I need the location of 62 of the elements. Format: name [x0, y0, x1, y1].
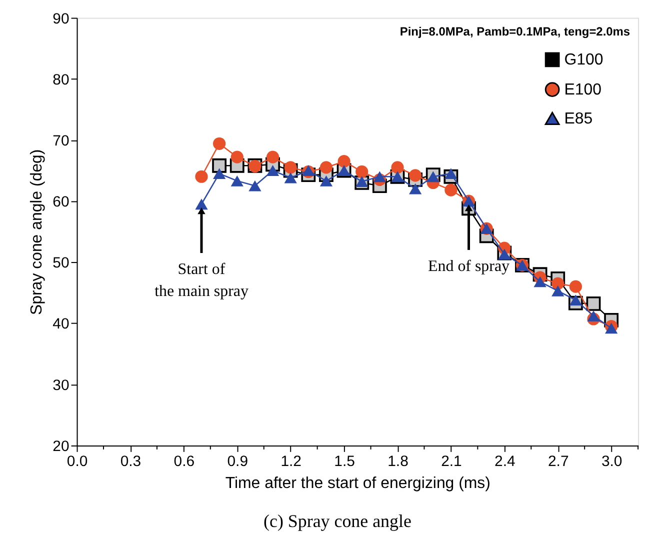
y-tick-label: 50 — [52, 254, 70, 272]
point — [426, 171, 440, 182]
point — [195, 170, 208, 183]
point — [356, 176, 368, 187]
point — [212, 158, 227, 173]
point — [587, 310, 600, 322]
point — [409, 169, 422, 182]
point — [391, 161, 404, 174]
legend-label: E100 — [564, 82, 602, 99]
point — [230, 175, 244, 186]
point — [586, 296, 601, 311]
point — [569, 294, 582, 306]
point — [213, 168, 226, 180]
point — [373, 171, 386, 182]
x-tick-label: 3.0 — [601, 452, 622, 470]
y-axis-title: Spray cone angle (deg) — [28, 149, 46, 315]
y-tick-label: 30 — [52, 376, 70, 394]
point — [338, 155, 350, 168]
x-tick-label: 2.1 — [441, 452, 462, 470]
y-tick-label: 60 — [52, 194, 70, 211]
point — [320, 175, 333, 186]
x-tick-label: 1.8 — [388, 452, 408, 470]
point — [356, 165, 368, 178]
x-tick-label: 1.2 — [280, 452, 302, 470]
x-axis-title: Time after the start of energizing (ms) — [225, 474, 490, 492]
point — [284, 172, 297, 184]
x-tick-label: 2.7 — [548, 452, 569, 470]
x-tick-label: 0.3 — [120, 452, 142, 470]
annotation: Pinj=8.0MPa, Pamb=0.1MPa, teng=2.0ms — [400, 24, 630, 39]
point — [552, 285, 564, 296]
y-tick-label: 80 — [52, 71, 70, 88]
x-tick-label: 2.4 — [494, 452, 516, 470]
point — [248, 180, 262, 192]
annotation: Start of the main spray — [154, 261, 248, 300]
text: (c) Spray cone angle — [264, 511, 412, 532]
x-tick-label: 1.5 — [334, 452, 355, 470]
point — [498, 248, 511, 260]
point — [284, 161, 297, 174]
point — [444, 168, 458, 180]
y-tick-label: 20 — [52, 438, 70, 455]
x-tick-label: 0.6 — [174, 452, 195, 470]
point — [605, 322, 618, 334]
point — [409, 183, 422, 194]
y-tick-label: 90 — [52, 10, 70, 28]
point — [320, 161, 333, 174]
point — [213, 137, 226, 150]
legend-label: G100 — [564, 52, 604, 69]
x-tick-label: 0.9 — [227, 452, 248, 470]
y-tick-label: 40 — [52, 316, 70, 333]
y-tick-label: 70 — [52, 132, 70, 150]
x-tick-label: 0.0 — [66, 452, 88, 470]
point — [534, 276, 546, 288]
point — [552, 277, 564, 290]
annotation: End of spray — [428, 258, 510, 276]
legend-label: E85 — [564, 110, 593, 128]
point — [302, 165, 315, 176]
point — [230, 150, 244, 164]
point — [569, 280, 582, 293]
point — [444, 184, 458, 196]
point — [266, 165, 280, 176]
point — [266, 150, 280, 164]
point — [195, 198, 208, 210]
